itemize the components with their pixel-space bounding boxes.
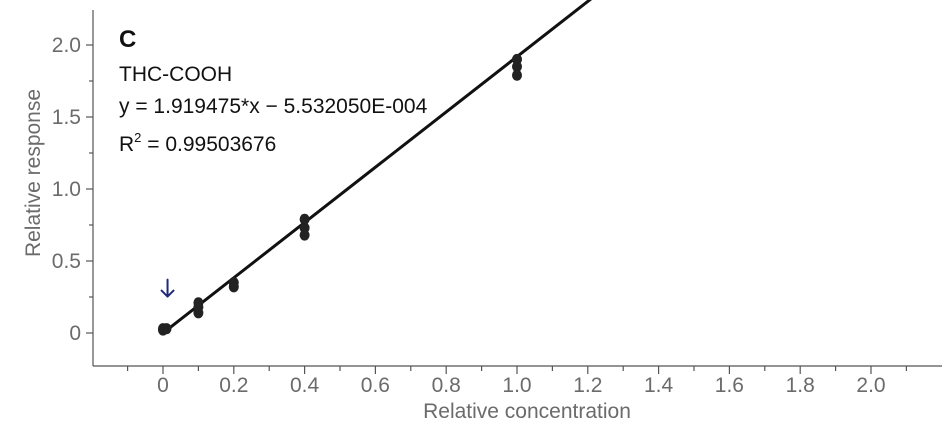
r-squared-value: = 0.99503676 xyxy=(141,133,276,156)
x-tick-label: 0 xyxy=(157,374,169,397)
x-tick-label: 1.6 xyxy=(715,374,744,397)
regression-equation: y = 1.919475*x − 5.532050E-004 xyxy=(119,95,428,118)
x-tick-label: 1.8 xyxy=(786,374,815,397)
data-points xyxy=(158,53,522,336)
y-tick-label: 1.0 xyxy=(52,178,81,201)
data-point xyxy=(161,323,172,335)
x-axis-title: Relative concentration xyxy=(423,400,631,422)
data-point xyxy=(299,213,310,225)
analyte-name: THC-COOH xyxy=(119,63,232,86)
arrow-marker-group xyxy=(160,278,175,298)
x-tick-label: 1.4 xyxy=(644,374,674,397)
y-tick-label: 1.5 xyxy=(52,106,81,129)
x-tick-label: 0.8 xyxy=(432,374,461,397)
fit-line xyxy=(162,0,593,335)
y-tick-label: 2.0 xyxy=(52,34,81,57)
y-axis-title: Relative response xyxy=(22,89,45,257)
r-squared-superscript: 2 xyxy=(134,130,141,145)
data-point xyxy=(193,297,204,309)
r-squared: R2 = 0.99503676 xyxy=(119,130,276,156)
data-point xyxy=(512,53,522,65)
data-point xyxy=(512,69,522,81)
y-tick-label: 0 xyxy=(69,322,81,345)
ticks: 0 0.2 0.4 0.6 0.8 1.0 1.2 1.4 1.6 1.8 2.0 0 0.5 1.0 1.… xyxy=(52,34,908,397)
r-squared-prefix: R xyxy=(119,133,134,156)
x-tick-label: 1.0 xyxy=(502,374,531,397)
arrow-down-icon xyxy=(160,278,175,298)
data-point xyxy=(228,277,239,289)
panel-label: C xyxy=(119,26,136,53)
x-tick-label: 2.0 xyxy=(856,374,885,397)
x-tick-label: 0.4 xyxy=(290,374,320,397)
fit-line-group xyxy=(162,0,593,335)
y-tick-label: 0.5 xyxy=(52,250,81,273)
x-tick-label: 0.2 xyxy=(219,374,248,397)
x-tick-label: 1.2 xyxy=(573,374,602,397)
x-tick-label: 0.6 xyxy=(361,374,390,397)
data-point xyxy=(299,222,310,234)
